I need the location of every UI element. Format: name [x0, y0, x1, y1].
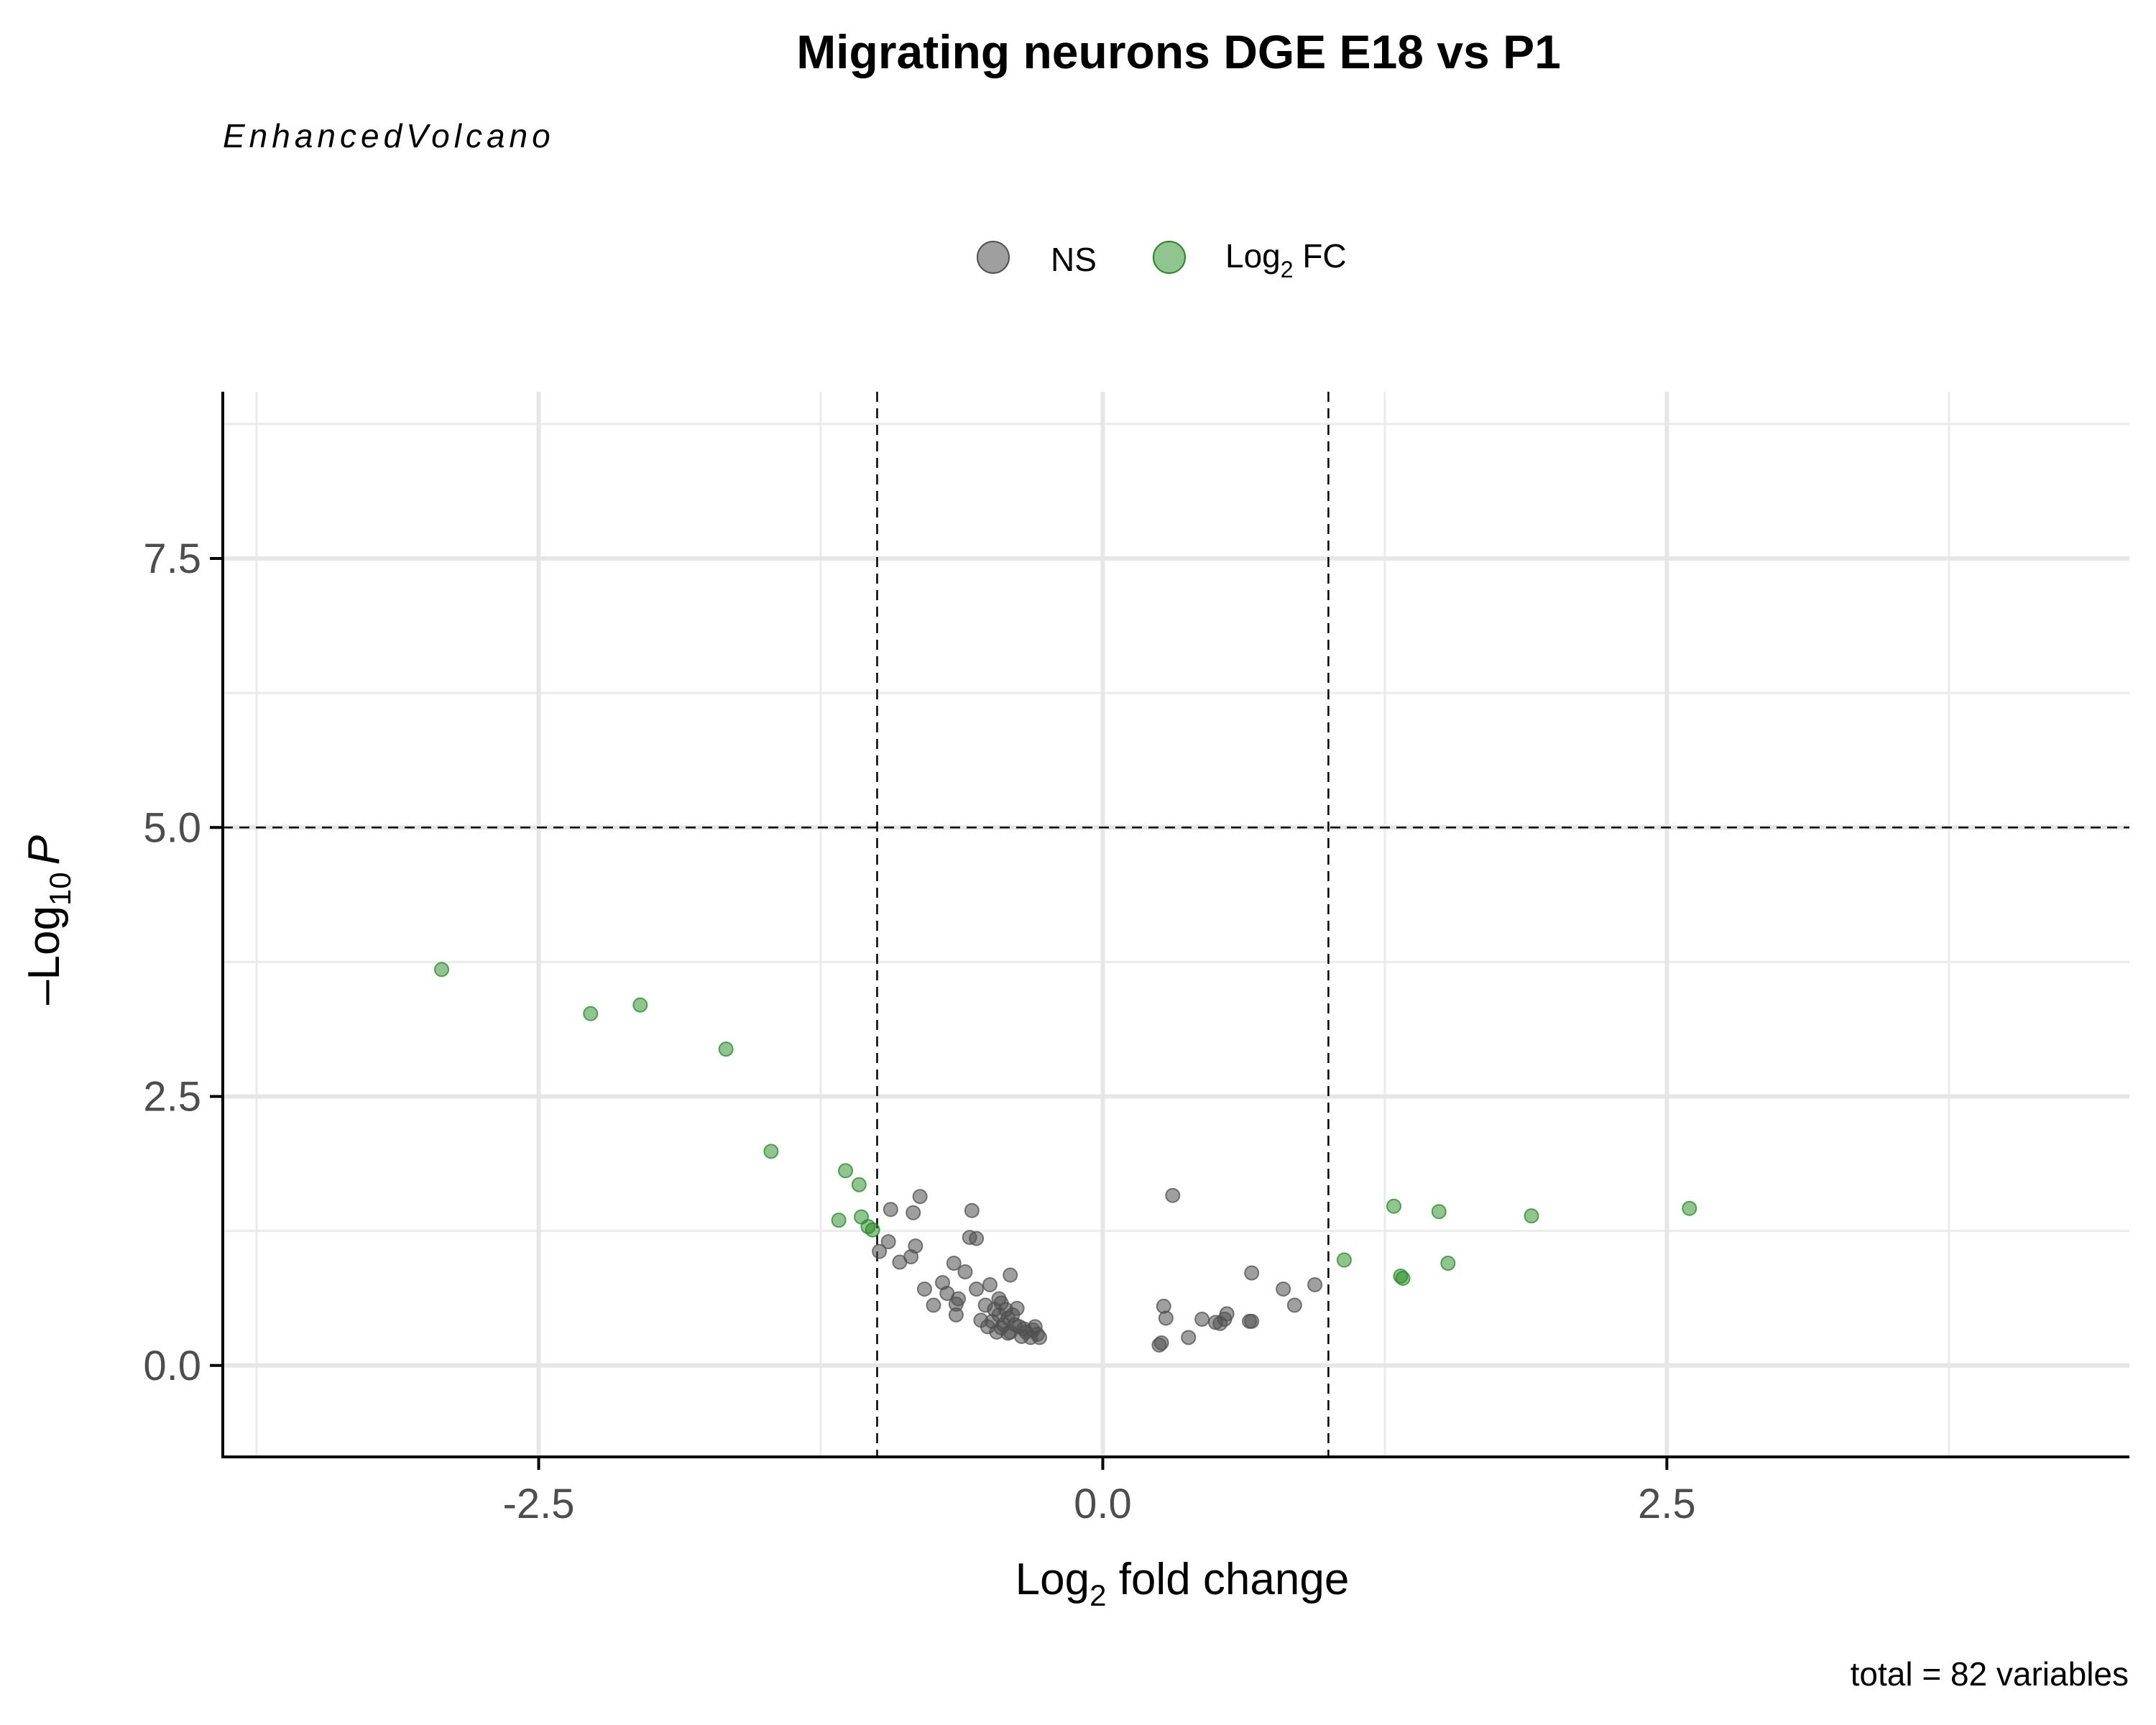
y-axis-label-prefix: –Log	[19, 906, 69, 1005]
ns-point	[946, 1256, 962, 1271]
ns-point	[1032, 1330, 1048, 1346]
ns-point	[964, 1202, 980, 1218]
chart-caption: total = 82 variables	[1851, 1655, 2129, 1693]
ns-point	[1276, 1281, 1291, 1297]
ns-point	[872, 1243, 888, 1259]
ns-point	[908, 1238, 923, 1254]
log2fc-point	[583, 1006, 599, 1021]
log2fc-point	[1431, 1204, 1447, 1220]
y-tick-label: 5.0	[143, 804, 201, 851]
y-axis-ticks: 0.0 2.5 5.0 7.5	[143, 535, 223, 1389]
ns-point	[1219, 1306, 1235, 1322]
legend-log2fc-swatch	[1153, 241, 1186, 274]
legend-log2fc-base: Log	[1225, 237, 1281, 275]
ns-point	[948, 1307, 964, 1322]
ns-point	[1003, 1267, 1018, 1283]
ns-point	[906, 1205, 921, 1220]
x-axis-label-rest: fold change	[1106, 1555, 1349, 1604]
ns-point	[880, 1234, 896, 1250]
legend: NS Log2 FC	[977, 237, 1347, 282]
ns-point	[1165, 1187, 1181, 1203]
points-ns	[872, 1187, 1323, 1353]
ns-point	[1194, 1311, 1210, 1327]
ns-point	[951, 1291, 967, 1307]
y-axis-label-sub: 10	[43, 872, 77, 906]
legend-ns-swatch	[977, 241, 1010, 274]
x-tick-label: 2.5	[1638, 1481, 1696, 1527]
y-axis-label: –Log10 P	[19, 835, 77, 1005]
ns-point	[1244, 1265, 1260, 1281]
legend-log2fc-rest: FC	[1294, 237, 1347, 275]
points-log2fc	[434, 962, 1697, 1287]
log2fc-point	[1395, 1271, 1411, 1287]
cutoff-lines	[223, 392, 2129, 1457]
x-axis-label-base: Log	[1015, 1555, 1089, 1604]
log2fc-point	[838, 1163, 854, 1179]
y-axis-label-italic: P	[19, 835, 69, 865]
x-axis-label: Log2 fold change	[1015, 1555, 1350, 1612]
legend-log2fc-sub: 2	[1281, 257, 1294, 282]
ns-point	[883, 1202, 898, 1218]
ns-point	[969, 1230, 985, 1246]
log2fc-point	[1682, 1200, 1697, 1216]
ns-point	[916, 1281, 932, 1297]
ns-point	[982, 1276, 998, 1292]
legend-ns-label: NS	[1051, 241, 1097, 278]
legend-log2fc-label: Log2 FC	[1225, 237, 1347, 282]
x-axis-label-sub: 2	[1089, 1578, 1106, 1612]
log2fc-point	[763, 1144, 779, 1159]
ns-point	[1307, 1276, 1323, 1292]
y-tick-label: 2.5	[143, 1074, 201, 1121]
y-tick-label: 7.5	[143, 535, 201, 582]
log2fc-point	[831, 1213, 847, 1228]
ns-point	[957, 1264, 973, 1280]
ns-point	[1009, 1300, 1025, 1316]
x-tick-label: -2.5	[503, 1481, 575, 1527]
ns-point	[1181, 1330, 1197, 1346]
log2fc-point	[865, 1222, 880, 1238]
ns-point	[969, 1281, 985, 1297]
y-tick-label: 0.0	[143, 1343, 201, 1389]
ns-point	[1244, 1313, 1260, 1329]
ns-point	[912, 1189, 928, 1205]
log2fc-point	[632, 997, 648, 1013]
ns-point	[1153, 1335, 1169, 1351]
ns-point	[926, 1297, 941, 1313]
log2fc-point	[1440, 1256, 1456, 1271]
chart-title: Migrating neurons DGE E18 vs P1	[796, 25, 1561, 78]
ns-point	[1158, 1310, 1174, 1326]
chart-subtitle: EnhancedVolcano	[223, 117, 555, 155]
x-axis-ticks: -2.5 0.0 2.5	[503, 1457, 1696, 1527]
ns-point	[1286, 1297, 1302, 1313]
log2fc-point	[718, 1041, 734, 1057]
x-tick-label: 0.0	[1074, 1481, 1132, 1527]
log2fc-point	[1524, 1208, 1539, 1224]
log2fc-point	[1336, 1252, 1352, 1268]
log2fc-point	[434, 962, 450, 978]
log2fc-point	[1386, 1198, 1401, 1214]
log2fc-point	[851, 1177, 867, 1192]
